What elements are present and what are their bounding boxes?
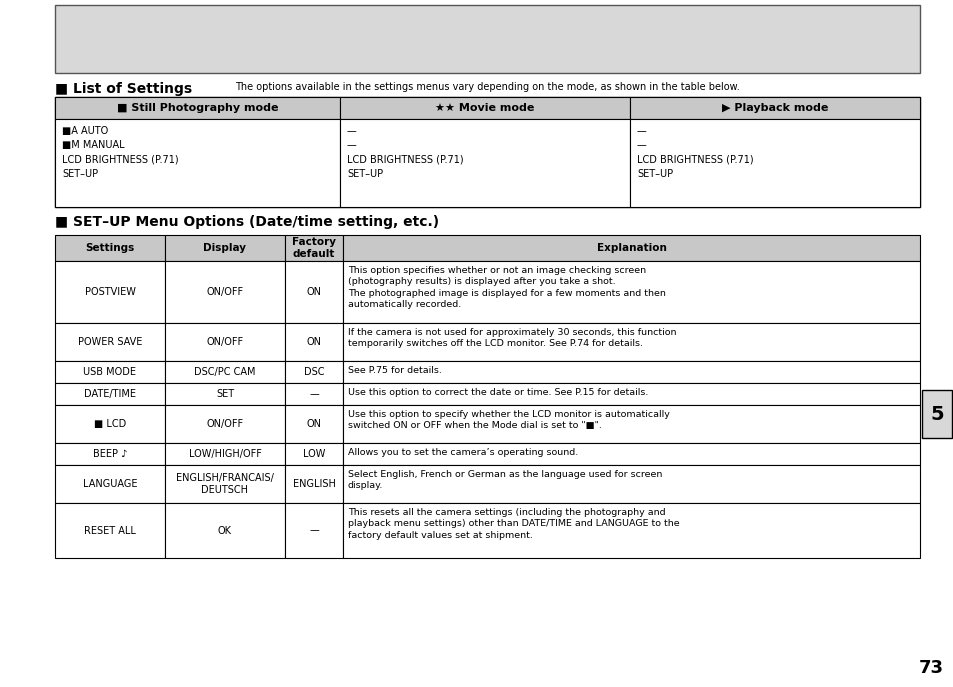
Bar: [55, 97, 919, 207]
Text: 5: 5: [929, 405, 943, 423]
Text: ON: ON: [306, 287, 321, 297]
Bar: [55, 5, 919, 73]
Bar: [285, 361, 343, 383]
Bar: [55, 323, 165, 361]
Bar: [285, 503, 343, 558]
Bar: [55, 235, 165, 261]
Bar: [55, 503, 165, 558]
Text: Factory
default: Factory default: [292, 237, 335, 259]
Bar: [55, 383, 165, 405]
Bar: [285, 443, 343, 465]
Bar: [55, 261, 165, 323]
Bar: [165, 443, 285, 465]
Text: ENGLISH/FRANCAIS/
DEUTSCH: ENGLISH/FRANCAIS/ DEUTSCH: [176, 473, 274, 495]
Text: Allows you to set the camera’s operating sound.: Allows you to set the camera’s operating…: [348, 448, 578, 457]
Bar: [165, 261, 285, 323]
Bar: [55, 119, 339, 207]
Bar: [165, 235, 285, 261]
Text: Use this option to correct the date or time. See P.15 for details.: Use this option to correct the date or t…: [348, 388, 648, 397]
Bar: [285, 323, 343, 361]
Text: ON/OFF: ON/OFF: [206, 419, 243, 429]
Text: DSC/PC CAM: DSC/PC CAM: [194, 367, 255, 377]
Bar: [285, 235, 343, 261]
Bar: [339, 97, 629, 119]
Text: ▶ Playback mode: ▶ Playback mode: [721, 103, 827, 113]
Text: POWER SAVE: POWER SAVE: [78, 337, 142, 347]
Bar: [343, 235, 919, 261]
Text: SET: SET: [215, 389, 233, 399]
Text: Use this option to specify whether the LCD monitor is automatically
switched ON : Use this option to specify whether the L…: [348, 410, 669, 431]
Bar: [343, 465, 919, 503]
Text: ■ SET–UP Menu Options (Date/time setting, etc.): ■ SET–UP Menu Options (Date/time setting…: [55, 215, 438, 229]
Bar: [339, 119, 629, 207]
Text: Display: Display: [203, 243, 246, 253]
Text: POSTVIEW: POSTVIEW: [85, 287, 135, 297]
Text: 73: 73: [918, 659, 943, 677]
Text: If the camera is not used for approximately 30 seconds, this function
temporaril: If the camera is not used for approximat…: [348, 328, 676, 348]
Text: Select English, French or German as the language used for screen
display.: Select English, French or German as the …: [348, 470, 661, 491]
Text: ON/OFF: ON/OFF: [206, 337, 243, 347]
Text: This resets all the camera settings (including the photography and
playback menu: This resets all the camera settings (inc…: [348, 508, 679, 540]
Bar: [285, 405, 343, 443]
Text: This option specifies whether or not an image checking screen
(photography resul: This option specifies whether or not an …: [348, 266, 665, 309]
Bar: [165, 405, 285, 443]
Text: USB MODE: USB MODE: [84, 367, 136, 377]
Bar: [55, 465, 165, 503]
Text: —: —: [309, 526, 318, 535]
Text: ENGLISH: ENGLISH: [293, 479, 335, 489]
Text: LOW/HIGH/OFF: LOW/HIGH/OFF: [189, 449, 261, 459]
Bar: [55, 97, 339, 119]
Text: OK: OK: [218, 526, 232, 535]
Bar: [921, 390, 951, 438]
Text: LANGUAGE: LANGUAGE: [83, 479, 137, 489]
Text: Settings: Settings: [85, 243, 134, 253]
Text: ■A AUTO
■M MANUAL
LCD BRIGHTNESS (P.71)
SET–UP: ■A AUTO ■M MANUAL LCD BRIGHTNESS (P.71) …: [62, 126, 178, 179]
Bar: [165, 503, 285, 558]
Bar: [343, 405, 919, 443]
Bar: [165, 383, 285, 405]
Text: ON/OFF: ON/OFF: [206, 287, 243, 297]
Text: DSC: DSC: [303, 367, 324, 377]
Bar: [165, 361, 285, 383]
Bar: [285, 261, 343, 323]
Text: ■ Still Photography mode: ■ Still Photography mode: [116, 103, 278, 113]
Text: Explanation: Explanation: [596, 243, 666, 253]
Text: BEEP ♪: BEEP ♪: [92, 449, 127, 459]
Text: ★★ Movie mode: ★★ Movie mode: [435, 103, 534, 113]
Bar: [165, 465, 285, 503]
Text: See P.75 for details.: See P.75 for details.: [348, 366, 441, 375]
Text: —
—
LCD BRIGHTNESS (P.71)
SET–UP: — — LCD BRIGHTNESS (P.71) SET–UP: [637, 126, 753, 179]
Text: LOW: LOW: [302, 449, 325, 459]
Bar: [343, 261, 919, 323]
Bar: [343, 503, 919, 558]
Bar: [55, 361, 165, 383]
Bar: [285, 383, 343, 405]
Bar: [343, 443, 919, 465]
Text: —
—
LCD BRIGHTNESS (P.71)
SET–UP: — — LCD BRIGHTNESS (P.71) SET–UP: [347, 126, 463, 179]
Bar: [343, 361, 919, 383]
Text: The options available in the settings menus vary depending on the mode, as shown: The options available in the settings me…: [234, 82, 739, 92]
Text: ■ LCD: ■ LCD: [93, 419, 126, 429]
Text: ■ List of Settings: ■ List of Settings: [55, 82, 192, 96]
Text: —: —: [309, 389, 318, 399]
Text: ON: ON: [306, 337, 321, 347]
Bar: [343, 323, 919, 361]
Bar: [55, 405, 165, 443]
Bar: [629, 97, 919, 119]
Bar: [55, 443, 165, 465]
Bar: [285, 465, 343, 503]
Text: DATE/TIME: DATE/TIME: [84, 389, 136, 399]
Bar: [629, 119, 919, 207]
Bar: [343, 383, 919, 405]
Text: RESET ALL: RESET ALL: [84, 526, 135, 535]
Text: ON: ON: [306, 419, 321, 429]
Bar: [165, 323, 285, 361]
